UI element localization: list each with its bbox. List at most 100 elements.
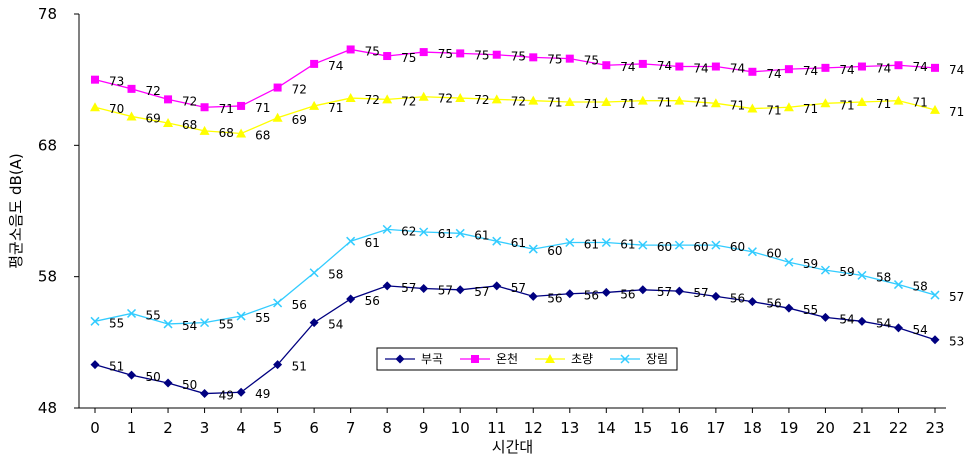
data-point (456, 49, 465, 58)
data-point (127, 370, 137, 380)
series-3: 55 55 54 55 55 56 58 61 62 61 61 61 60 61 61 60 60 60 60 59… (90, 224, 964, 333)
series-0: 51 50 50 49 49 51 54 56 57 57 57 57 56 56 56 57 57 56 56 55… (90, 281, 964, 403)
data-point (200, 318, 210, 328)
x-tick-label: 21 (852, 419, 871, 437)
data-point (711, 62, 720, 71)
x-tick-label: 20 (816, 419, 835, 437)
data-point (273, 83, 282, 92)
data-point (857, 62, 866, 71)
series-line (94, 96, 936, 135)
data-point (382, 281, 392, 291)
data-point-stroke (638, 240, 648, 250)
data-label: 49 (219, 389, 234, 403)
x-tick-label: 8 (382, 419, 392, 437)
legend-label: 초량 (571, 352, 593, 366)
x-tick-label: 22 (889, 419, 908, 437)
data-point-stroke (236, 311, 246, 321)
x-tick-label: 16 (670, 419, 689, 437)
x-tick-label: 6 (309, 419, 319, 437)
data-label: 55 (146, 308, 161, 322)
series-line (94, 285, 936, 395)
data-point (528, 291, 538, 301)
data-label: 57 (401, 281, 416, 295)
x-axis-ticks: 0 1 2 3 4 5 6 7 8 9 10 11 12 13 14 15 16 17 18 19 20 21 22 23 (90, 408, 945, 437)
data-point (528, 244, 538, 254)
data-point-stroke (382, 224, 392, 234)
data-point (821, 63, 830, 72)
data-label: 71 (730, 98, 745, 112)
data-point (820, 265, 830, 275)
legend-item-0: 부곡 (385, 352, 443, 366)
legend: 부곡 온천 초량 장림 (376, 347, 678, 371)
data-label: 72 (401, 94, 416, 108)
data-point (309, 100, 320, 110)
data-point (820, 312, 830, 322)
data-label: 71 (328, 101, 343, 115)
x-axis-label: 시간대 (492, 438, 533, 456)
data-point (675, 62, 684, 71)
data-point (893, 280, 904, 290)
x-tick-label: 14 (597, 419, 616, 437)
data-point-stroke (784, 257, 794, 267)
data-label: 74 (876, 62, 891, 76)
x-tick-label: 3 (200, 419, 210, 437)
data-point (747, 247, 757, 257)
data-label: 68 (219, 126, 234, 140)
data-label: 53 (949, 335, 964, 349)
data-point (783, 102, 794, 112)
x-tick-label: 7 (346, 419, 356, 437)
data-label: 71 (693, 96, 708, 110)
data-label: 68 (255, 129, 270, 143)
data-label: 57 (511, 281, 526, 295)
data-label: 58 (876, 270, 891, 284)
data-point (931, 63, 939, 72)
data-label: 75 (365, 44, 380, 58)
data-label: 51 (292, 360, 307, 374)
data-point (784, 65, 793, 74)
data-label: 58 (328, 268, 343, 282)
data-point (601, 96, 612, 106)
data-label: 60 (766, 247, 781, 261)
data-point-stroke (200, 318, 210, 328)
data-point (163, 319, 173, 329)
data-point (930, 104, 940, 114)
data-point (529, 53, 538, 62)
data-point (638, 240, 648, 250)
data-label: 71 (620, 97, 635, 111)
data-label: 54 (182, 319, 197, 333)
data-point (820, 98, 831, 108)
data-label: 60 (693, 240, 708, 254)
data-point (601, 237, 611, 248)
data-point (273, 298, 283, 308)
data-point (711, 291, 721, 301)
data-point (395, 354, 405, 364)
data-point (857, 270, 867, 280)
data-point (91, 75, 99, 84)
data-point (747, 103, 758, 113)
data-point (126, 308, 137, 318)
data-label: 71 (219, 102, 234, 116)
data-label: 56 (766, 297, 781, 311)
x-tick-label: 19 (779, 419, 798, 437)
data-label: 71 (803, 102, 818, 116)
data-label: 75 (511, 50, 526, 64)
data-label: 72 (292, 83, 307, 97)
data-point (565, 54, 574, 63)
data-label: 71 (839, 98, 854, 112)
data-label: 71 (949, 105, 964, 119)
data-label: 51 (109, 360, 124, 374)
data-label: 55 (219, 318, 234, 332)
data-label: 50 (146, 370, 161, 384)
data-label: 56 (584, 289, 599, 303)
data-point (90, 102, 100, 112)
data-point (383, 52, 392, 61)
data-point (236, 128, 247, 138)
data-label: 71 (547, 96, 562, 110)
data-label: 57 (438, 283, 453, 297)
x-tick-label: 11 (487, 419, 506, 437)
data-point (200, 389, 210, 399)
data-label: 72 (182, 94, 197, 108)
legend-box (376, 347, 678, 371)
data-label: 75 (401, 51, 416, 65)
